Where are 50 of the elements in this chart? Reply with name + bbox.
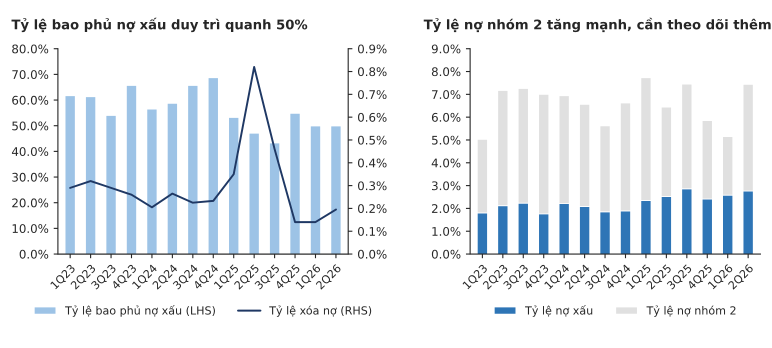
legend-label: Tỷ lệ xóa nợ (RHS) — [269, 305, 372, 317]
y2-tick-label: 0.3% — [358, 181, 387, 190]
y-tick-label: 20.0% — [12, 198, 48, 208]
y2-tick-label: 0.5% — [358, 136, 387, 145]
y-tick-label: 10.0% — [12, 224, 48, 234]
y-tick-label: 30.0% — [12, 172, 48, 182]
y-tick-label: 4.0% — [432, 158, 460, 168]
bar — [330, 126, 342, 254]
bar — [166, 102, 178, 254]
y2-tick-label: 0.7% — [358, 90, 387, 99]
y-tick-label: 60.0% — [12, 96, 48, 105]
bar — [208, 77, 219, 254]
y-tick-label: 8.0% — [432, 67, 460, 76]
bar — [85, 96, 96, 254]
bar — [187, 85, 198, 254]
y2-tick-label: 0.8% — [358, 67, 387, 76]
bar — [248, 132, 260, 254]
y-tick-label: 7.0% — [432, 90, 460, 99]
y2-tick-label: 0.0% — [358, 250, 387, 259]
bar — [126, 85, 138, 254]
bar — [106, 115, 117, 254]
y-tick-label: 9.0% — [432, 44, 460, 54]
chart-title: Tỷ lệ nợ nhóm 2 tăng mạnh, cần theo dõi thêm — [424, 18, 771, 32]
y-tick-label: 0.0% — [432, 250, 460, 259]
y-tick-label: 80.0% — [12, 44, 48, 54]
y-tick-label: 3.0% — [432, 181, 460, 190]
chart-title: Tỷ lệ bao phủ nợ xấu duy trì quanh 50% — [12, 18, 308, 32]
y2-tick-label: 0.6% — [358, 112, 387, 122]
bar — [64, 95, 76, 254]
y-tick-label: 40.0% — [12, 147, 48, 156]
y-tick-label: 1.0% — [432, 226, 460, 236]
bar — [269, 142, 280, 254]
y-tick-label: 50.0% — [12, 121, 48, 130]
y-tick-label: 5.0% — [432, 136, 460, 145]
y-tick-label: 2.0% — [432, 204, 460, 214]
line-series — [69, 66, 337, 224]
y-tick-label: 6.0% — [432, 112, 460, 122]
bar — [146, 108, 158, 254]
y-tick-label: 70.0% — [12, 70, 48, 80]
legend-label: Tỷ lệ bao phủ nợ xấu (LHS) — [65, 305, 215, 317]
legend-label: Tỷ lệ nợ xấu — [525, 305, 592, 317]
legend-label: Tỷ lệ nợ nhóm 2 — [646, 305, 736, 317]
y2-tick-label: 0.9% — [358, 44, 387, 54]
bar — [228, 117, 240, 254]
bar — [310, 126, 322, 254]
bar — [290, 112, 301, 254]
y-tick-label: 0.0% — [20, 250, 48, 259]
y2-tick-label: 0.4% — [358, 158, 387, 168]
y2-tick-label: 0.1% — [358, 226, 387, 236]
y2-tick-label: 0.2% — [358, 204, 387, 214]
